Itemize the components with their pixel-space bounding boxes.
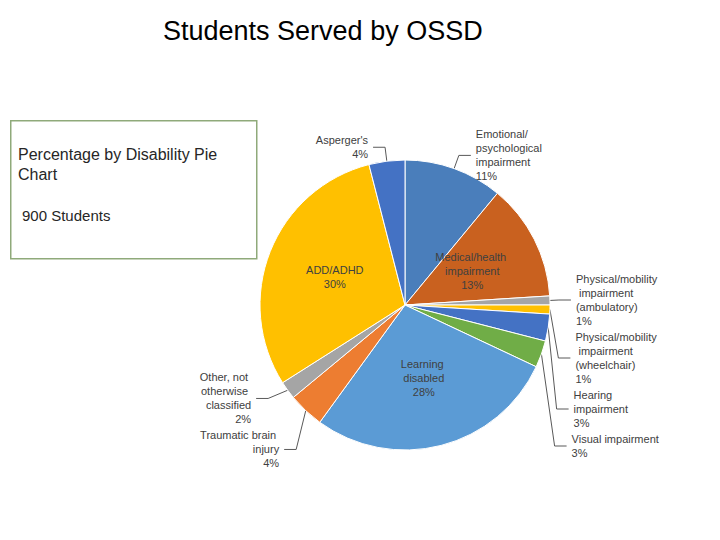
- svg-text:(wheelchair): (wheelchair): [575, 359, 635, 371]
- svg-text:13%: 13%: [461, 279, 483, 291]
- svg-text:Chart: Chart: [18, 166, 58, 183]
- svg-text:4%: 4%: [352, 148, 368, 160]
- svg-text:injury: injury: [253, 443, 280, 455]
- svg-text:900 Students: 900 Students: [22, 207, 110, 224]
- svg-text:impairment: impairment: [476, 156, 530, 168]
- svg-text:Physical/mobility: Physical/mobility: [575, 331, 657, 343]
- svg-text:Medical/health: Medical/health: [435, 251, 509, 263]
- svg-text:Learning: Learning: [401, 358, 447, 370]
- svg-text:Students Served by OSSD: Students Served by OSSD: [163, 16, 483, 46]
- svg-text:11%: 11%: [476, 170, 497, 182]
- svg-text:Other, not: Other, not: [200, 371, 251, 383]
- svg-text:28%: 28%: [413, 386, 435, 398]
- svg-text:Emotional/: Emotional/: [476, 128, 529, 140]
- svg-text:4%: 4%: [263, 457, 279, 469]
- svg-text:Physical/mobility: Physical/mobility: [576, 273, 658, 285]
- svg-text:3%: 3%: [572, 447, 588, 459]
- svg-text:Percentage by Disability Pie: Percentage by Disability Pie: [18, 146, 222, 163]
- svg-text:Hearing: Hearing: [574, 389, 616, 401]
- svg-text:ADD/ADHD: ADD/ADHD: [306, 264, 364, 276]
- svg-text:impairment: impairment: [574, 403, 628, 415]
- svg-text:Visual impairment: Visual impairment: [572, 433, 659, 445]
- svg-text:impairment: impairment: [576, 287, 637, 299]
- svg-text:Traumatic brain: Traumatic brain: [200, 429, 279, 441]
- svg-text:30%: 30%: [324, 278, 346, 290]
- svg-text:disabled: disabled: [403, 372, 444, 384]
- svg-text:Asperger's: Asperger's: [316, 134, 369, 146]
- svg-text:1%: 1%: [575, 373, 591, 385]
- svg-text:2%: 2%: [235, 413, 251, 425]
- svg-text:(ambulatory): (ambulatory): [576, 301, 638, 313]
- svg-text:impairment: impairment: [445, 265, 499, 277]
- svg-text:impairment: impairment: [575, 345, 636, 357]
- svg-text:classified: classified: [206, 399, 251, 411]
- svg-text:psychological: psychological: [476, 142, 545, 154]
- svg-text:3%: 3%: [574, 417, 590, 429]
- svg-text:otherwise: otherwise: [201, 385, 251, 397]
- svg-text:1%: 1%: [576, 315, 592, 327]
